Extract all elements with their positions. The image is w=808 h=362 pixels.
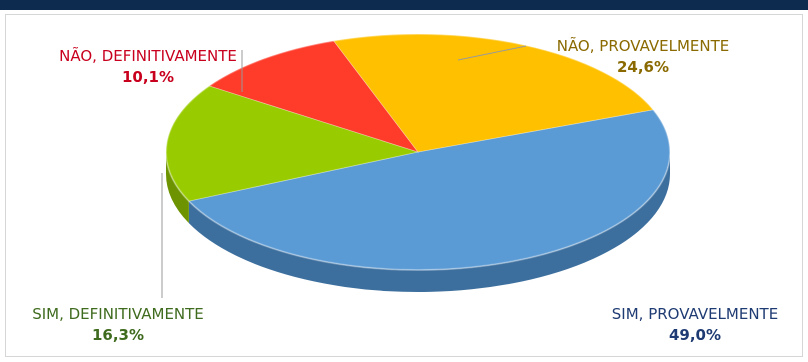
slice-2 [208, 40, 420, 153]
pie-slices [165, 33, 671, 271]
slice-3 [332, 33, 655, 153]
leader-lines [161, 45, 527, 298]
label-sim-provavelmente: SIM, PROVAVELMENTE 49,0% [590, 304, 800, 346]
label-value: 49,0% [668, 326, 722, 344]
label-name: SIM, PROVAVELMENTE [611, 305, 779, 323]
label-nao-definitivamente: NÃO, DEFINITIVAMENTE 10,1% [38, 46, 258, 88]
pie-rim [165, 33, 671, 271]
label-value: 16,3% [91, 326, 145, 344]
leader-nao-provavelmente [457, 45, 527, 61]
slice-side-1 [166, 152, 189, 224]
pie-sides [166, 152, 670, 292]
slice-1 [165, 85, 420, 202]
slice-side-0 [188, 152, 670, 292]
label-name: SIM, DEFINITIVAMENTE [32, 305, 204, 323]
slice-0 [188, 109, 671, 271]
label-name: NÃO, PROVAVELMENTE [556, 37, 730, 55]
label-name: NÃO, DEFINITIVAMENTE [59, 47, 237, 65]
label-value: 10,1% [121, 68, 175, 86]
label-value: 24,6% [616, 58, 670, 76]
top-bar [0, 0, 808, 10]
label-nao-provavelmente: NÃO, PROVAVELMENTE 24,6% [528, 36, 758, 78]
label-sim-definitivamente: SIM, DEFINITIVAMENTE 16,3% [8, 304, 228, 346]
